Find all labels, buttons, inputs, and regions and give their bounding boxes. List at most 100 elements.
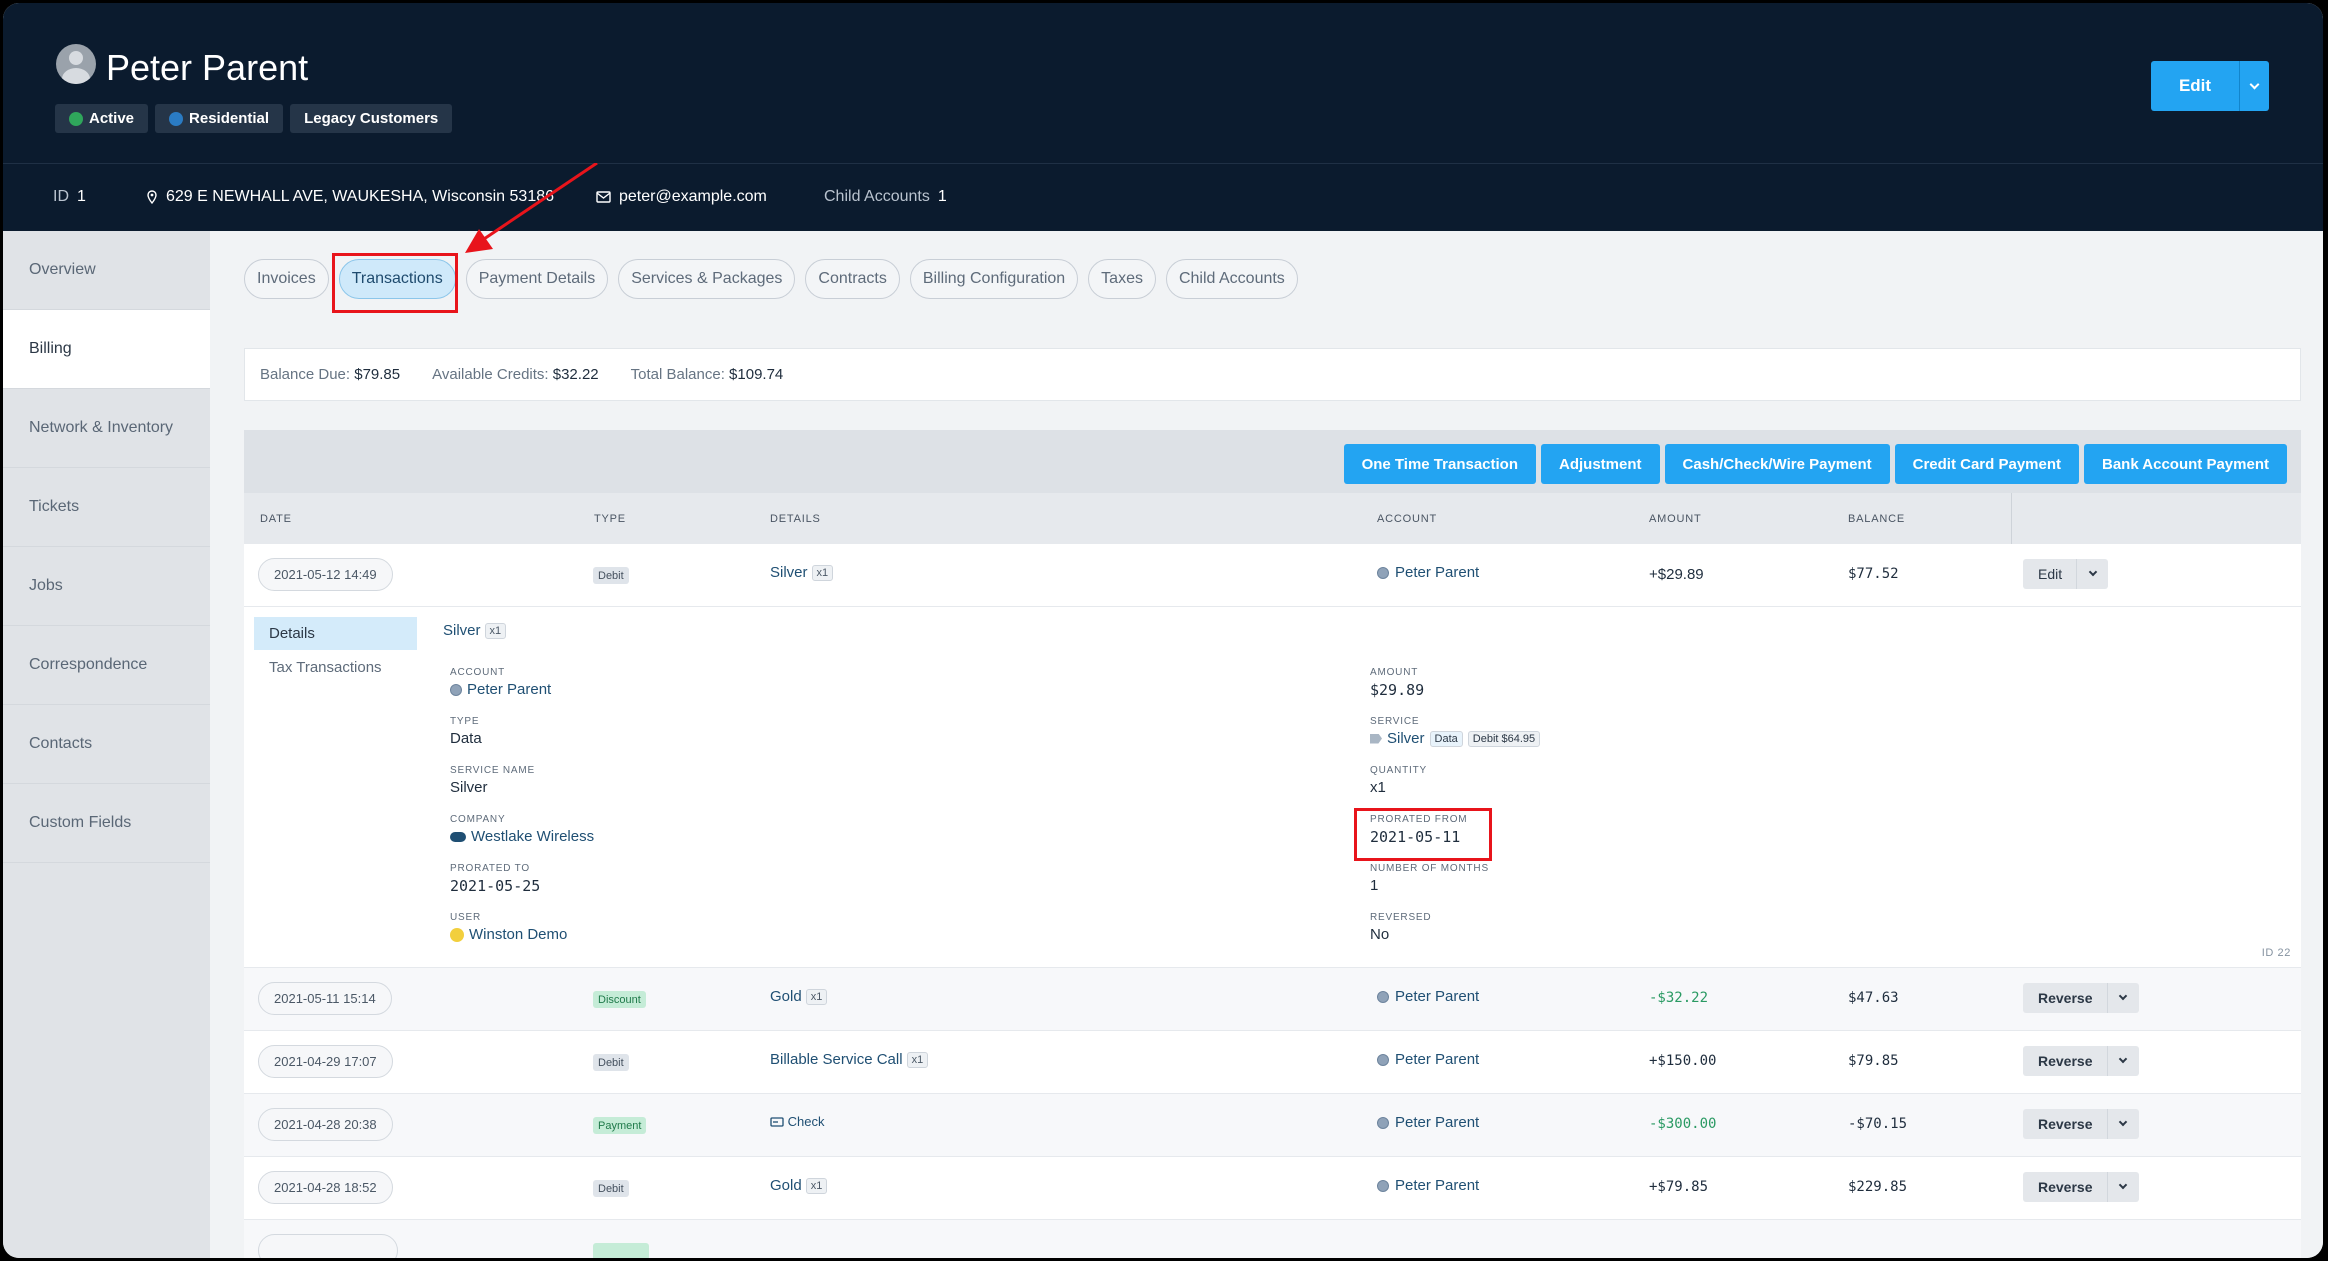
customer-email[interactable]: peter@example.com bbox=[596, 188, 767, 206]
account-link[interactable]: Peter Parent bbox=[1377, 988, 1479, 1005]
edit-transaction-button[interactable]: Edit bbox=[2023, 559, 2109, 589]
category-dot-icon bbox=[169, 111, 184, 126]
account-link[interactable]: Peter Parent bbox=[1377, 1114, 1479, 1131]
location-pin-icon bbox=[147, 190, 157, 204]
table-row[interactable]: 2021-05-12 14:49 Debit Silver x1 Peter Pa… bbox=[244, 544, 2301, 607]
tab-taxes[interactable]: Taxes bbox=[1088, 259, 1156, 299]
column-header-type[interactable]: TYPE bbox=[594, 513, 626, 525]
type-badge: Discount bbox=[593, 991, 646, 1008]
details-tab-details[interactable]: Details bbox=[254, 617, 417, 650]
tab-payment-details[interactable]: Payment Details bbox=[465, 259, 609, 299]
transaction-details-panel: Details Tax Transactions Silver x1 ACCOUN… bbox=[244, 607, 2301, 968]
table-row[interactable]: 2021-04-29 17:07 Debit Billable Service … bbox=[244, 1031, 2301, 1094]
customer-address[interactable]: 629 E NEWHALL AVE, WAUKESHA, Wisconsin 5… bbox=[146, 188, 554, 206]
mail-icon bbox=[596, 191, 611, 203]
tab-billing-configuration[interactable]: Billing Configuration bbox=[909, 259, 1079, 299]
sidebar-item-jobs[interactable]: Jobs bbox=[3, 547, 210, 626]
adjustment-button[interactable]: Adjustment bbox=[1541, 444, 1660, 484]
customer-info-bar: ID 1 629 E NEWHALL AVE, WAUKESHA, Wiscons… bbox=[3, 163, 2323, 231]
chevron-down-icon[interactable] bbox=[2106, 1172, 2139, 1202]
credit-card-payment-button[interactable]: Credit Card Payment bbox=[1894, 444, 2079, 484]
billing-main: Invoices Transactions Payment Details Se… bbox=[210, 163, 2323, 1258]
bank-account-payment-button[interactable]: Bank Account Payment bbox=[2084, 444, 2287, 484]
field-service: SERVICE Silver Data Debit $64.95 bbox=[1370, 716, 1541, 747]
reverse-transaction-button[interactable]: Reverse bbox=[2023, 1109, 2139, 1139]
sidebar-item-network-inventory[interactable]: Network & Inventory bbox=[3, 389, 210, 468]
table-row[interactable]: 2021-04-28 20:38 Payment Check Peter Par… bbox=[244, 1094, 2301, 1157]
one-time-transaction-button[interactable]: One Time Transaction bbox=[1343, 444, 1537, 484]
account-globe-icon bbox=[1377, 1116, 1389, 1129]
user-avatar-icon bbox=[450, 927, 464, 942]
sidebar-item-custom-fields[interactable]: Custom Fields bbox=[3, 784, 210, 863]
status-dot-icon bbox=[69, 111, 83, 126]
tab-invoices[interactable]: Invoices bbox=[244, 259, 329, 299]
sidebar-item-overview[interactable]: Overview bbox=[3, 231, 210, 310]
sidebar-item-tickets[interactable]: Tickets bbox=[3, 468, 210, 547]
field-reversed: REVERSED No bbox=[1370, 912, 1432, 943]
reverse-transaction-button[interactable]: Reverse bbox=[2023, 983, 2139, 1013]
transaction-details[interactable]: Gold x1 bbox=[770, 1177, 828, 1194]
account-link[interactable]: Peter Parent bbox=[1377, 1051, 1479, 1068]
column-header-balance[interactable]: BALANCE bbox=[1848, 513, 1905, 525]
column-header-details[interactable]: DETAILS bbox=[770, 513, 821, 525]
sidebar-item-correspondence[interactable]: Correspondence bbox=[3, 626, 210, 705]
details-title[interactable]: Silver x1 bbox=[443, 622, 507, 639]
transaction-date: 2021-04-28 20:38 bbox=[258, 1108, 393, 1141]
account-globe-icon bbox=[1377, 990, 1389, 1003]
customer-header: Peter Parent Active Residential Legacy C… bbox=[3, 3, 2323, 231]
transaction-details[interactable]: Check bbox=[770, 1114, 824, 1129]
transaction-amount: +$150.00 bbox=[1649, 1053, 1717, 1069]
annotation-highlight-box bbox=[332, 253, 458, 313]
account-link[interactable]: Peter Parent bbox=[1377, 1177, 1479, 1194]
field-company: COMPANY Westlake Wireless bbox=[450, 814, 595, 845]
transaction-details[interactable]: Gold x1 bbox=[770, 988, 828, 1005]
status-badge-residential: Residential bbox=[155, 104, 284, 133]
column-header-account[interactable]: ACCOUNT bbox=[1377, 513, 1437, 525]
annotation-arrow-icon bbox=[465, 163, 598, 253]
annotation-highlight-box bbox=[1354, 808, 1492, 861]
column-header-amount[interactable]: AMOUNT bbox=[1649, 513, 1702, 525]
sidebar-item-billing[interactable]: Billing bbox=[3, 310, 210, 389]
type-badge: Debit bbox=[593, 1054, 629, 1071]
field-type: TYPE Data bbox=[450, 716, 482, 747]
edit-menu-chevron-down-icon[interactable] bbox=[2239, 61, 2269, 111]
chevron-down-icon[interactable] bbox=[2106, 1109, 2139, 1139]
sidebar-item-contacts[interactable]: Contacts bbox=[3, 705, 210, 784]
column-header-date[interactable]: DATE bbox=[260, 513, 292, 525]
tab-contracts[interactable]: Contracts bbox=[805, 259, 900, 299]
status-badges: Active Residential Legacy Customers bbox=[55, 104, 453, 133]
transaction-date: 2021-05-12 14:49 bbox=[258, 558, 393, 591]
transaction-amount: -$300.00 bbox=[1649, 1116, 1717, 1132]
reverse-transaction-button[interactable]: Reverse bbox=[2023, 1172, 2139, 1202]
customer-id: ID 1 bbox=[53, 188, 86, 205]
details-tab-tax-transactions[interactable]: Tax Transactions bbox=[269, 659, 382, 676]
child-accounts-count[interactable]: Child Accounts 1 bbox=[824, 188, 947, 205]
chevron-down-icon[interactable] bbox=[2076, 559, 2108, 589]
balance-summary: Balance Due: $79.85 Available Credits: $… bbox=[244, 348, 2301, 401]
table-row[interactable]: 2021-04-28 18:52 Debit Gold x1 Peter Pare… bbox=[244, 1157, 2301, 1220]
tab-child-accounts[interactable]: Child Accounts bbox=[1165, 259, 1298, 299]
account-link[interactable]: Peter Parent bbox=[1377, 564, 1479, 581]
field-prorated-from: PRORATED FROM 2021-05-11 bbox=[1370, 814, 1468, 846]
account-globe-icon bbox=[1377, 1179, 1389, 1192]
type-badge bbox=[593, 1243, 649, 1258]
transaction-details[interactable]: Billable Service Call x1 bbox=[770, 1051, 929, 1068]
service-tag-icon bbox=[1370, 733, 1382, 744]
table-row[interactable] bbox=[244, 1220, 2301, 1258]
chevron-down-icon[interactable] bbox=[2106, 983, 2139, 1013]
transaction-details[interactable]: Silver x1 bbox=[770, 564, 834, 581]
tab-transactions[interactable]: Transactions bbox=[338, 259, 456, 299]
reverse-transaction-button[interactable]: Reverse bbox=[2023, 1046, 2139, 1076]
column-divider bbox=[2011, 493, 2012, 544]
transaction-actions: One Time Transaction Adjustment Cash/Che… bbox=[244, 430, 2301, 493]
field-account: ACCOUNT Peter Parent bbox=[450, 667, 552, 698]
field-number-of-months: NUMBER OF MONTHS 1 bbox=[1370, 863, 1489, 894]
field-user: USER Winston Demo bbox=[450, 912, 568, 943]
tab-services-packages[interactable]: Services & Packages bbox=[618, 259, 796, 299]
running-balance: $229.85 bbox=[1848, 1179, 1908, 1195]
edit-customer-button[interactable]: Edit bbox=[2151, 61, 2269, 111]
chevron-down-icon[interactable] bbox=[2106, 1046, 2139, 1076]
table-row[interactable]: 2021-05-11 15:14 Discount Gold x1 Peter P… bbox=[244, 968, 2301, 1031]
running-balance: $77.52 bbox=[1848, 566, 1899, 582]
cash-check-wire-payment-button[interactable]: Cash/Check/Wire Payment bbox=[1664, 444, 1890, 484]
